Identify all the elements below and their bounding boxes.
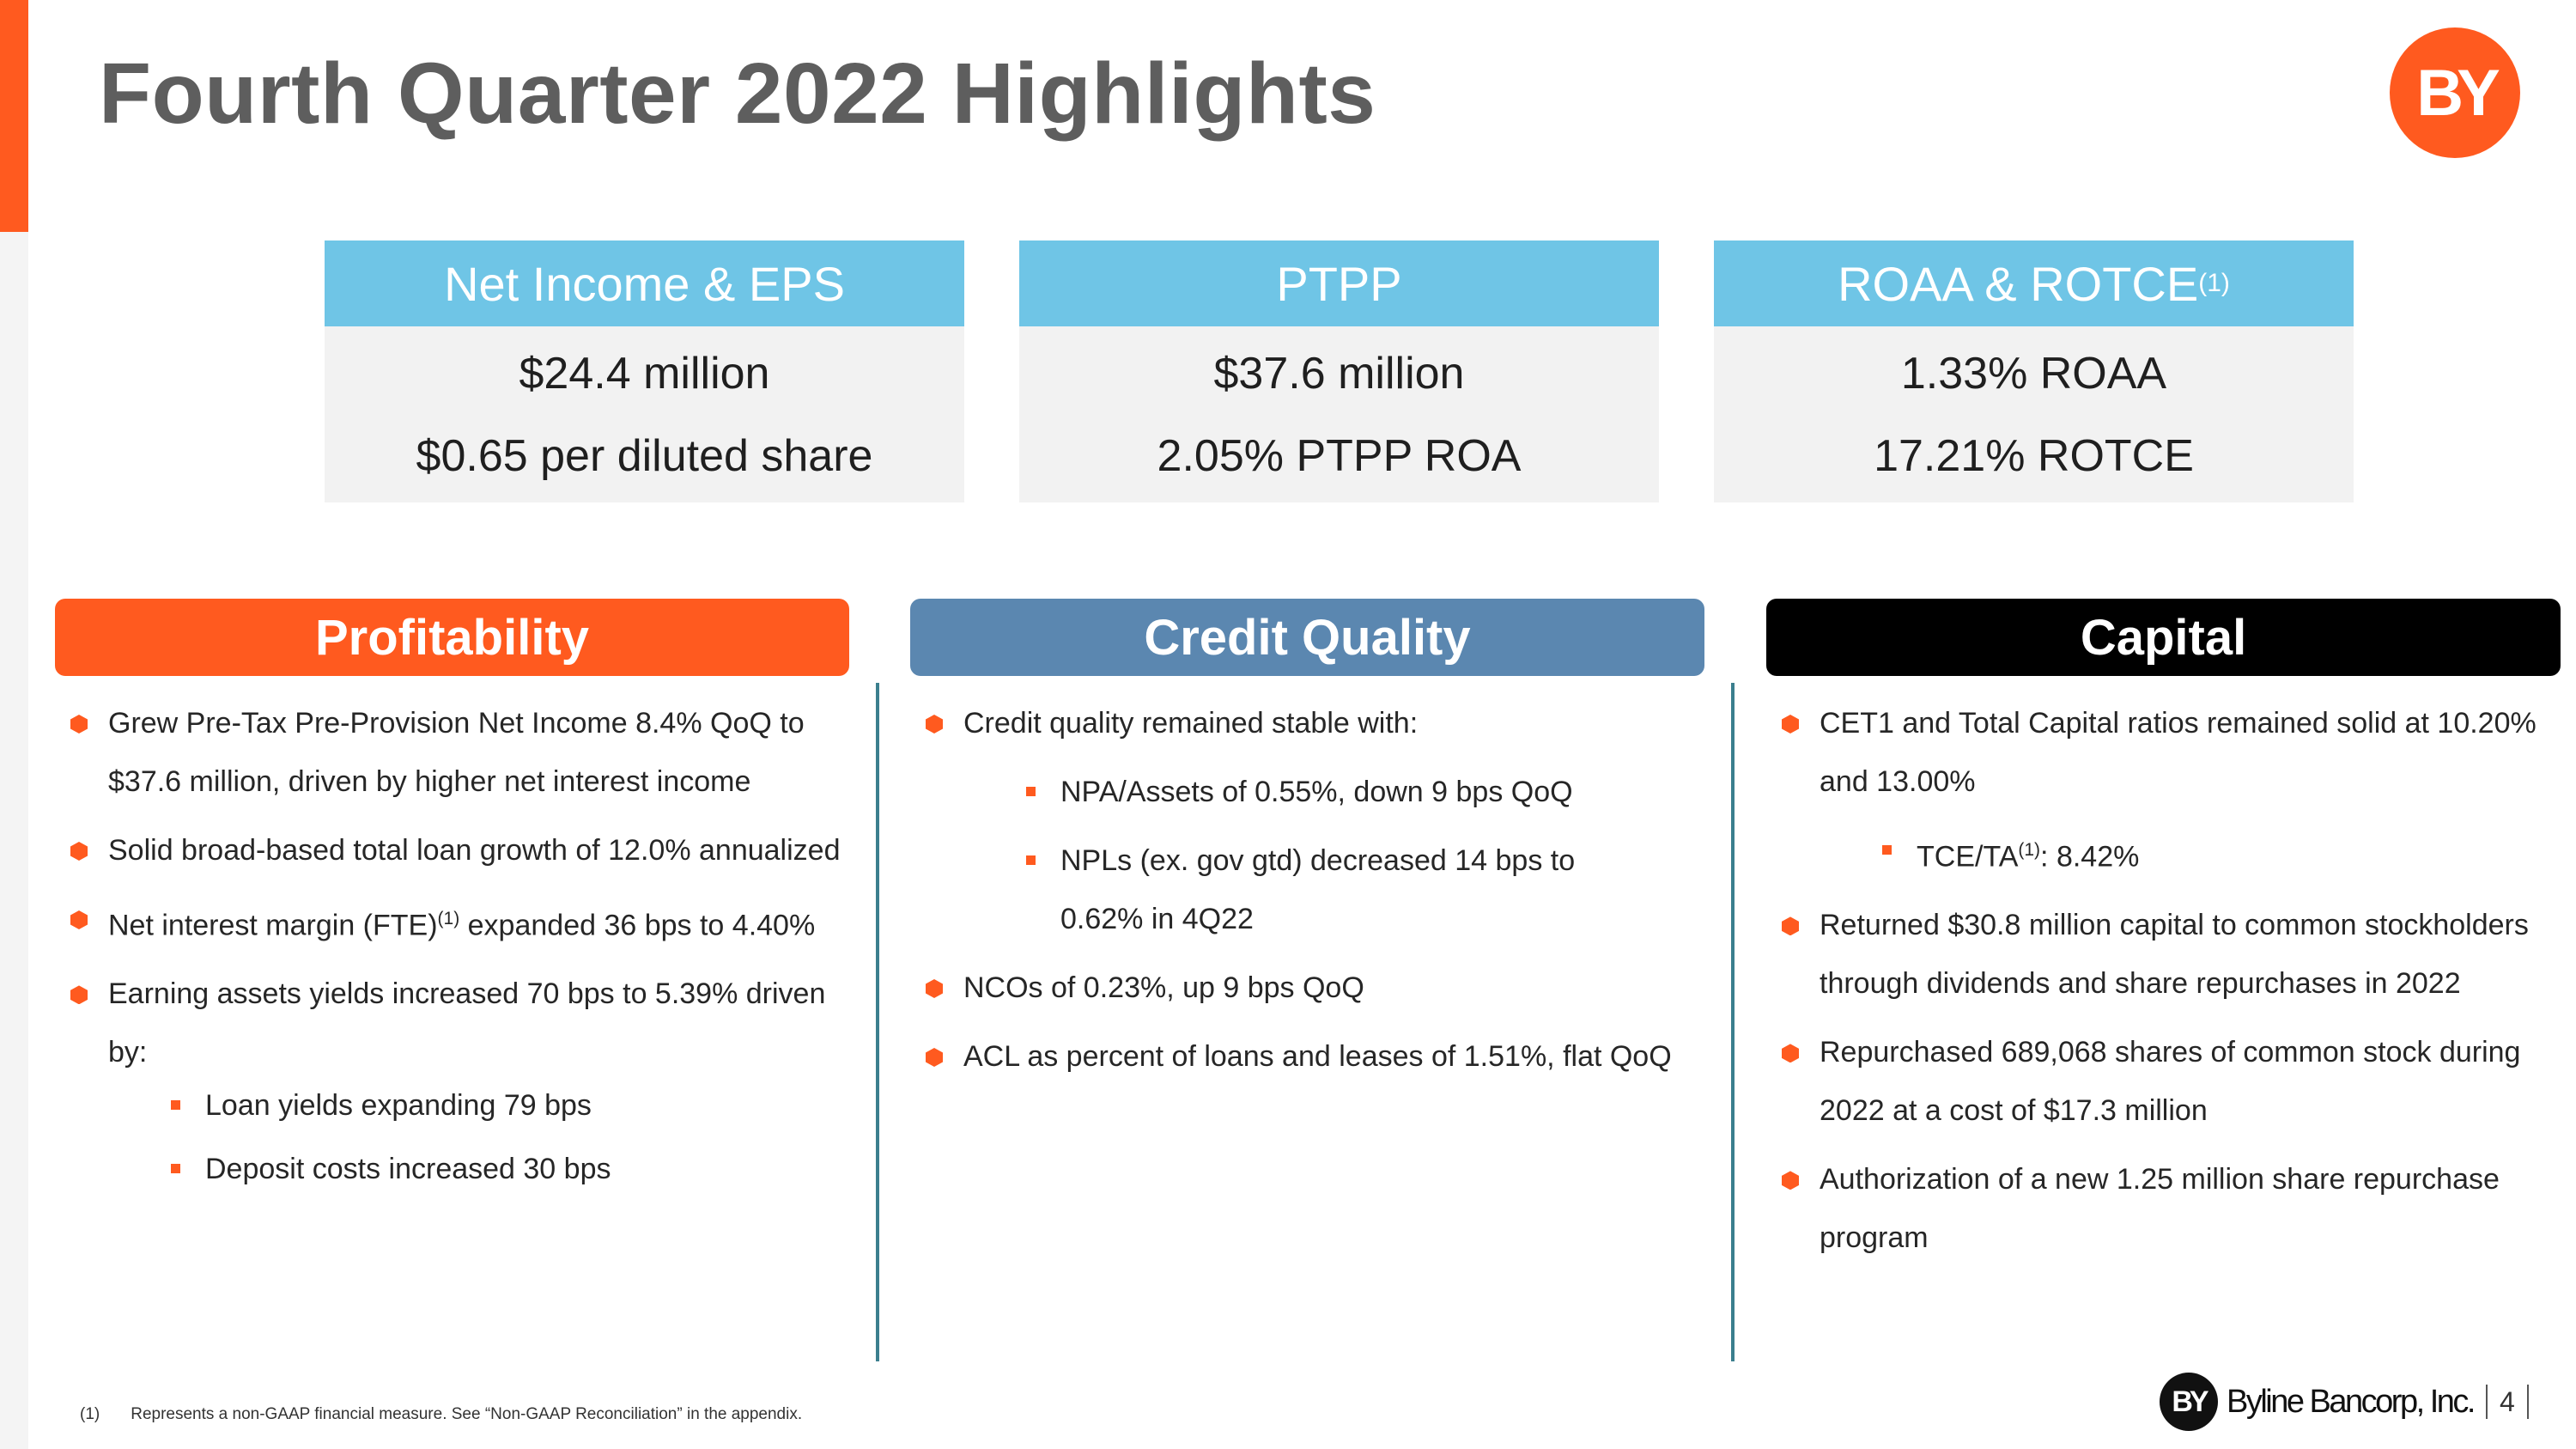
kpi-roaa-rotce: ROAA & ROTCE (1) 1.33% ROAA 17.21% ROTCE [1714, 240, 2354, 502]
brand-name: Byline Bancorp, Inc. [2227, 1383, 2476, 1420]
profitability-column: Grew Pre-Tax Pre-Provision Net Income 8.… [55, 694, 849, 1209]
capital-column: CET1 and Total Capital ratios remained s… [1766, 694, 2561, 1277]
kpi-body: $24.4 million $0.65 per diluted share [325, 326, 964, 502]
footnote-ref: (1) [2018, 840, 2041, 860]
bullet-item: Repurchased 689,068 shares of common sto… [1766, 1023, 2561, 1140]
kpi-header: PTPP [1019, 240, 1659, 326]
kpi-body: 1.33% ROAA 17.21% ROTCE [1714, 326, 2354, 502]
kpi-value: $37.6 million [1213, 348, 1465, 399]
sub-bullet-item: NPLs (ex. gov gtd) decreased 14 bps to 0… [910, 831, 1704, 948]
credit-quality-column: Credit quality remained stable with: NPA… [910, 694, 1704, 1096]
kpi-value: 2.05% PTPP ROA [1157, 430, 1522, 481]
kpi-value: $0.65 per diluted share [416, 430, 873, 481]
bullet-item: CET1 and Total Capital ratios remained s… [1766, 694, 2561, 811]
footnote-text: Represents a non-GAAP financial measure.… [131, 1405, 803, 1423]
kpi-body: $37.6 million 2.05% PTPP ROA [1019, 326, 1659, 502]
section-header-profitability: Profitability [55, 599, 849, 676]
kpi-header: ROAA & ROTCE (1) [1714, 240, 2354, 326]
page-number: 4 [2499, 1385, 2515, 1417]
kpi-value: 1.33% ROAA [1900, 348, 2167, 399]
kpi-ptpp: PTPP $37.6 million 2.05% PTPP ROA [1019, 240, 1659, 502]
sub-bullet-item: NPA/Assets of 0.55%, down 9 bps QoQ [910, 763, 1704, 821]
divider [2526, 1385, 2529, 1419]
kpi-value: 17.21% ROTCE [1874, 430, 2194, 481]
kpi-net-income: Net Income & EPS $24.4 million $0.65 per… [325, 240, 964, 502]
bullet-item: ACL as percent of loans and leases of 1.… [910, 1027, 1704, 1086]
bullet-item: NCOs of 0.23%, up 9 bps QoQ [910, 959, 1704, 1017]
sub-bullet-item: Loan yields expanding 79 bps [55, 1076, 849, 1135]
section-header-capital: Capital [1766, 599, 2561, 676]
footnote: (1) Represents a non-GAAP financial meas… [80, 1405, 802, 1424]
bullet-item: Authorization of a new 1.25 million shar… [1766, 1150, 2561, 1267]
kpi-header: Net Income & EPS [325, 240, 964, 326]
bullet-item: Net interest margin (FTE)(1) expanded 36… [55, 890, 849, 954]
brand-footer: BY Byline Bancorp, Inc. 4 [2160, 1373, 2541, 1431]
kpi-value: $24.4 million [519, 348, 770, 399]
bullet-item: Grew Pre-Tax Pre-Provision Net Income 8.… [55, 694, 849, 811]
divider [2485, 1385, 2488, 1419]
bullet-item: Returned $30.8 million capital to common… [1766, 896, 2561, 1013]
left-strip [0, 232, 28, 1449]
bullet-item: Solid broad-based total loan growth of 1… [55, 821, 849, 880]
sub-bullet-item: TCE/TA(1): 8.42% [1766, 821, 2561, 886]
page-title: Fourth Quarter 2022 Highlights [99, 46, 1376, 142]
section-header-credit-quality: Credit Quality [910, 599, 1704, 676]
sub-bullet-item: Deposit costs increased 30 bps [55, 1140, 849, 1198]
byline-logo-icon: BY [2390, 27, 2520, 158]
footnote-ref: (1) [2198, 269, 2230, 297]
accent-bar [0, 0, 28, 232]
bullet-item: Credit quality remained stable with: [910, 694, 1704, 752]
byline-mark-icon: BY [2160, 1373, 2218, 1431]
column-divider [1731, 683, 1735, 1361]
column-divider [876, 683, 879, 1361]
footnote-marker: (1) [80, 1405, 100, 1423]
bullet-item: Earning assets yields increased 70 bps t… [55, 965, 849, 1081]
footnote-ref: (1) [437, 909, 460, 928]
